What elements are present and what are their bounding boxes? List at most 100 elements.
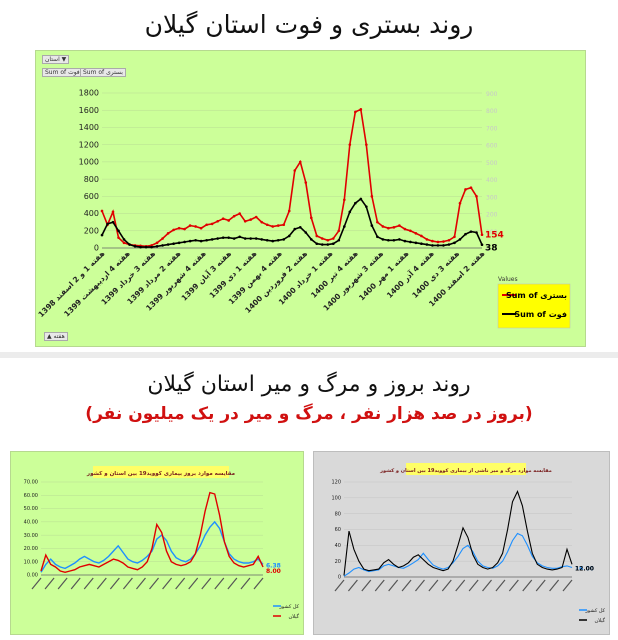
legend-title: Values [498, 276, 518, 283]
x-tick-mark [175, 577, 186, 590]
data-point [150, 245, 153, 249]
data-point [249, 237, 252, 240]
data-point [183, 227, 186, 231]
filter-label: استان [45, 56, 60, 63]
x-tick-mark [214, 577, 225, 590]
x-tick-mark [468, 579, 479, 592]
data-point [155, 244, 159, 248]
x-tick-mark [136, 577, 146, 590]
x-tick-mark [549, 579, 560, 592]
x-tick-mark [253, 577, 264, 590]
data-point [376, 235, 379, 239]
hospitalization-death-chart: 0 200 400 600 800 1000 1200 1400 1600 1800 0 100 200… [36, 89, 571, 329]
x-tick-mark [240, 577, 251, 590]
data-point [260, 238, 264, 241]
data-point [409, 240, 412, 244]
data-point [304, 181, 308, 184]
x-tick-mark [508, 579, 519, 592]
data-point [403, 239, 407, 243]
x-tick-mark [70, 577, 81, 590]
data-point [199, 239, 203, 243]
x-tick-mark [162, 577, 173, 590]
legend-item: کل کشور [584, 608, 605, 614]
data-point [216, 237, 219, 240]
data-point [469, 186, 473, 190]
x-tick-mark [482, 579, 492, 592]
data-point [348, 143, 352, 146]
data-point [354, 201, 357, 205]
field-fout-button[interactable]: Sum of فوت [42, 68, 83, 77]
data-point [271, 239, 275, 243]
data-point [133, 244, 137, 248]
y-tick-label: 70.00 [24, 480, 38, 486]
y2-tick-label: 600 [486, 143, 498, 150]
data-point [398, 224, 401, 227]
data-point [387, 226, 390, 230]
data-point [183, 240, 186, 244]
data-point [332, 242, 335, 245]
x-tick-mark [522, 579, 533, 592]
incidence-chart-panel: 0.00 10.00 20.00 30.00 40.00 50.00 60.00 70.00 6… [10, 451, 304, 635]
data-point [420, 234, 423, 238]
y-tick-label: 80 [335, 511, 341, 517]
data-point [128, 243, 131, 246]
legend-item: گیلان [288, 613, 299, 620]
data-point [227, 219, 230, 222]
data-point [276, 224, 280, 227]
data-point [227, 236, 230, 239]
data-point [320, 237, 324, 240]
data-point [381, 225, 385, 228]
series-line [343, 490, 573, 576]
data-point [265, 238, 269, 242]
series-line [40, 491, 264, 574]
data-point [370, 195, 374, 198]
section-divider [0, 352, 618, 358]
data-point [265, 223, 269, 227]
series-line [101, 197, 483, 248]
data-point [298, 160, 302, 164]
x-tick-mark [109, 577, 120, 590]
y-tick-label: 20.00 [24, 546, 38, 552]
y-tick-label: 0.00 [27, 573, 38, 579]
y-tick-label: 600 [84, 192, 99, 201]
week-axis-button[interactable]: ▲ هفته [44, 332, 68, 341]
y-tick-label: 30.00 [24, 533, 38, 539]
data-point [260, 220, 264, 224]
data-point [370, 224, 374, 227]
y2-tick-label: 100 [486, 229, 498, 236]
data-point [431, 239, 434, 243]
data-point [337, 238, 341, 242]
data-point [326, 243, 330, 246]
data-point [188, 239, 192, 243]
y-tick-label: 1600 [79, 106, 99, 115]
data-point [447, 243, 451, 246]
series-line [101, 108, 483, 248]
y-tick-label: 1800 [79, 89, 99, 98]
legend-item: Sum of فوت [514, 310, 567, 319]
data-point [320, 243, 324, 246]
data-point [111, 210, 115, 214]
data-point [254, 215, 258, 219]
legend-item: Sum of بستری [506, 291, 567, 300]
data-point [111, 220, 115, 224]
data-point [100, 233, 104, 237]
x-tick-mark [347, 579, 358, 592]
mortality-chart-panel: 0 20 40 60 80 100 120 16.00 12.00 مقایسه موارد مر… [313, 451, 610, 635]
data-point [144, 245, 148, 249]
data-point [480, 243, 484, 247]
y-tick-label: 20 [335, 559, 341, 565]
data-point [431, 244, 434, 247]
data-point [354, 110, 357, 114]
data-point [304, 231, 308, 234]
y2-tick-label: 800 [486, 108, 498, 115]
data-point [464, 188, 467, 191]
data-point [381, 238, 385, 241]
data-point [287, 209, 291, 213]
y2-tick-label: 700 [486, 125, 498, 132]
y-tick-label: 800 [84, 175, 99, 184]
field-bastari-button[interactable]: Sum of بستری [80, 68, 126, 77]
province-filter-button[interactable]: استان ▼ [42, 55, 70, 64]
x-tick-mark [495, 579, 506, 592]
y-tick-label: 100 [331, 496, 341, 502]
data-point [425, 238, 429, 241]
